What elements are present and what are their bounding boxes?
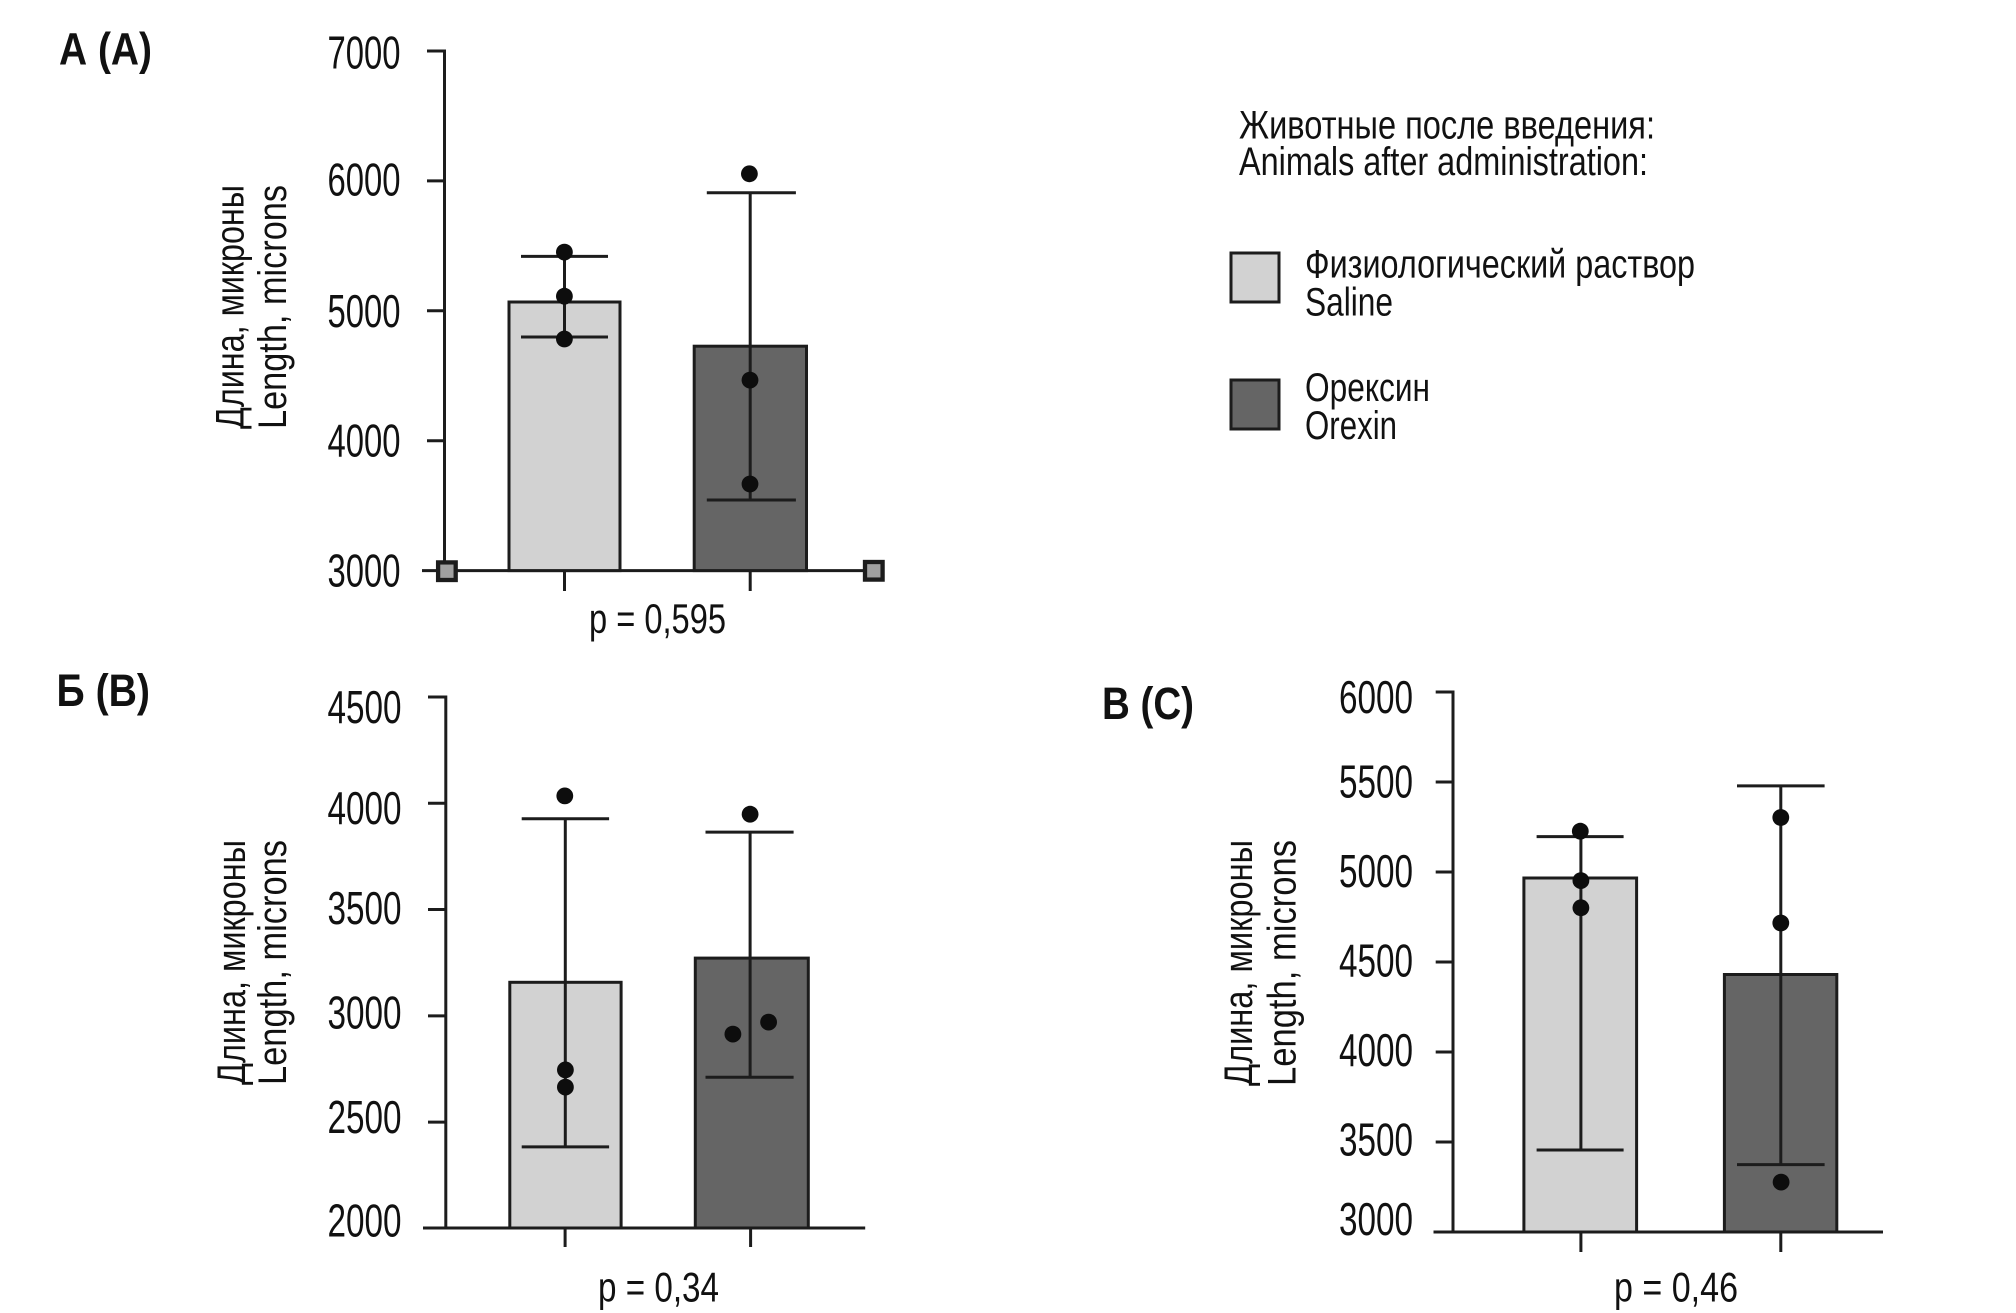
svg-text:2500: 2500: [328, 1091, 402, 1143]
svg-text:4000: 4000: [328, 415, 401, 467]
svg-text:4500: 4500: [328, 681, 402, 733]
svg-text:6000: 6000: [328, 153, 401, 205]
svg-text:Length, microns: Length, microns: [1261, 840, 1305, 1086]
svg-text:3000: 3000: [328, 544, 401, 596]
svg-text:4000: 4000: [328, 782, 402, 834]
svg-text:Орексин: Орексин: [1305, 366, 1430, 410]
svg-text:5000: 5000: [1339, 845, 1413, 897]
svg-text:5000: 5000: [328, 285, 401, 337]
svg-text:6000: 6000: [1339, 671, 1413, 723]
svg-text:Orexin: Orexin: [1305, 404, 1397, 448]
svg-text:Animals after administration:: Animals after administration:: [1239, 140, 1648, 184]
svg-text:Физиологический раствор: Физиологический раствор: [1305, 242, 1695, 286]
svg-text:p = 0,34: p = 0,34: [598, 1263, 719, 1310]
svg-text:А (А): А (А): [59, 24, 152, 75]
svg-text:Длина, микроны: Длина, микроны: [1217, 840, 1261, 1086]
svg-text:Длина, микроны: Длина, микроны: [209, 185, 253, 429]
svg-text:3000: 3000: [328, 987, 402, 1039]
svg-text:Saline: Saline: [1305, 280, 1393, 324]
svg-text:5500: 5500: [1339, 756, 1413, 808]
svg-text:Length, microns: Length, microns: [251, 185, 295, 429]
svg-text:3500: 3500: [328, 882, 402, 934]
svg-text:3500: 3500: [1339, 1114, 1413, 1166]
svg-text:4500: 4500: [1339, 935, 1413, 987]
svg-text:В (С): В (С): [1102, 678, 1194, 729]
svg-text:7000: 7000: [328, 27, 401, 79]
svg-text:p = 0,595: p = 0,595: [589, 595, 726, 642]
svg-text:Животные после введения:: Животные после введения:: [1239, 104, 1655, 148]
svg-text:Б (В): Б (В): [57, 665, 151, 716]
svg-text:Length, microns: Length, microns: [251, 840, 295, 1085]
svg-text:4000: 4000: [1339, 1024, 1413, 1076]
svg-text:p = 0,46: p = 0,46: [1614, 1264, 1738, 1311]
svg-text:Длина, микроны: Длина, микроны: [210, 840, 254, 1085]
svg-text:2000: 2000: [328, 1195, 402, 1247]
svg-text:3000: 3000: [1339, 1193, 1413, 1245]
